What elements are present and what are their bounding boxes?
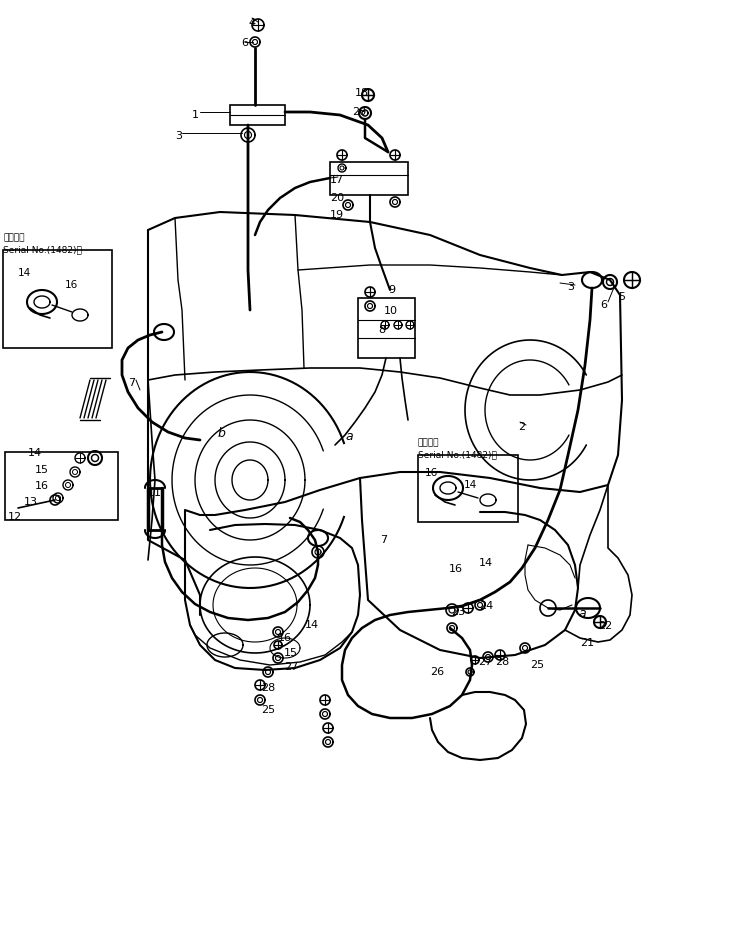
Text: 3: 3	[175, 131, 182, 141]
Text: a: a	[578, 607, 585, 620]
Text: b: b	[218, 427, 226, 440]
Text: 16: 16	[35, 481, 49, 491]
Text: 21: 21	[580, 638, 594, 648]
Bar	[5, 452, 118, 520]
Text: 9: 9	[388, 285, 395, 295]
Bar	[230, 105, 285, 125]
Text: 13: 13	[24, 497, 38, 507]
Text: 15: 15	[35, 465, 49, 475]
Text: a: a	[345, 430, 352, 443]
Bar	[418, 455, 518, 522]
Text: 4: 4	[248, 18, 255, 28]
Text: 18: 18	[355, 88, 369, 98]
Text: 20: 20	[352, 107, 366, 117]
Text: 16: 16	[449, 564, 463, 574]
Text: Serial No.(1482)〜: Serial No.(1482)〜	[418, 450, 497, 459]
Text: 7: 7	[128, 378, 135, 388]
Text: 8: 8	[378, 325, 385, 335]
Text: 6: 6	[241, 38, 248, 48]
Text: 27: 27	[478, 657, 492, 667]
Text: 14: 14	[305, 620, 319, 630]
Text: 適用番号: 適用番号	[3, 233, 24, 242]
Text: 14: 14	[464, 480, 477, 490]
Text: 7: 7	[380, 535, 387, 545]
Text: Serial No.(1482)〜: Serial No.(1482)〜	[3, 245, 82, 254]
Text: 25: 25	[530, 660, 544, 670]
Text: 23: 23	[451, 607, 465, 617]
Text: 26: 26	[430, 667, 444, 677]
Text: 25: 25	[261, 705, 275, 715]
Text: 14: 14	[28, 448, 42, 458]
Text: 3: 3	[567, 282, 574, 292]
Text: 14: 14	[479, 558, 493, 568]
Text: 16: 16	[278, 633, 292, 643]
Text: 15: 15	[284, 648, 298, 658]
Text: 28: 28	[495, 657, 509, 667]
Text: 20: 20	[330, 193, 344, 203]
Text: 1: 1	[192, 110, 199, 120]
Text: 27: 27	[284, 662, 298, 672]
Text: 12: 12	[8, 512, 22, 522]
Text: 24: 24	[479, 601, 493, 611]
Bar	[330, 162, 408, 195]
Text: 28: 28	[261, 683, 275, 693]
Text: 19: 19	[330, 210, 344, 220]
Text: 適用番号: 適用番号	[418, 438, 439, 447]
Text: 6: 6	[600, 300, 607, 310]
Text: 14: 14	[18, 268, 31, 278]
Bar	[3, 250, 112, 348]
Text: 11: 11	[148, 488, 162, 498]
Text: 10: 10	[384, 306, 398, 316]
Text: 2: 2	[518, 422, 525, 432]
Text: 16: 16	[425, 468, 439, 478]
Text: 17: 17	[330, 175, 344, 185]
Bar	[358, 298, 415, 358]
Text: 16: 16	[65, 280, 78, 290]
Text: 22: 22	[598, 621, 612, 631]
Text: 5: 5	[618, 292, 625, 302]
